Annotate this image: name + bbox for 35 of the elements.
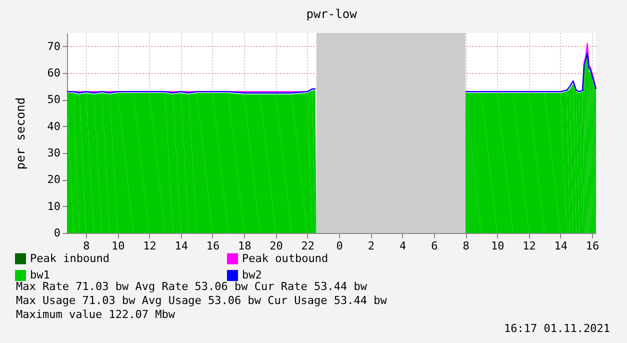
text: 16:17 01.11.2021: [504, 322, 610, 335]
y-tick-label: 20: [47, 173, 60, 186]
y-tick-label: 50: [47, 93, 60, 106]
x-tick-label: 18: [238, 240, 252, 252]
y-tick-label: 40: [47, 120, 60, 133]
x-tick-label: 2: [368, 240, 374, 252]
legend-label: bw1: [30, 268, 50, 282]
y-tick-label: 30: [47, 146, 60, 160]
chart-title: pwr-low: [306, 7, 358, 21]
y-tick-label: 0: [54, 226, 60, 240]
x-tick-label: 14: [554, 240, 568, 252]
y-axis-title: per second: [13, 97, 28, 170]
y-tick-label: 70: [47, 40, 60, 53]
x-tick-label: 14: [174, 240, 188, 252]
x-tick-label: 6: [431, 240, 438, 252]
text: Max Rate 71.03 bw Avg Rate 53.06 bw Cur Rate 53.44 bw: [16, 280, 368, 293]
x-tick-label: 0: [336, 240, 343, 252]
legend-label: Peak inbound: [30, 252, 110, 265]
x-tick-label: 12: [143, 240, 156, 252]
text: Maximum value 122.07 Mbw: [16, 308, 176, 321]
x-tick-label: 20: [270, 240, 283, 252]
x-tick-label: 8: [462, 240, 470, 252]
y-tick-label: 60: [47, 66, 60, 80]
x-tick-label: 10: [111, 240, 125, 252]
x-tick-label: 4: [399, 240, 406, 252]
x-tick-label: 22: [301, 240, 315, 252]
y-tick-label: 10: [47, 200, 60, 213]
x-tick-label: 16: [586, 240, 600, 252]
x-tick-label: 16: [206, 240, 220, 252]
x-tick-label: 8: [83, 240, 90, 252]
text: Max Usage 71.03 bw Avg Usage 53.06 bw Cur Usage 53.44 bw: [16, 294, 388, 307]
x-tick-label: 12: [522, 240, 536, 252]
x-tick-label: 10: [491, 240, 504, 252]
legend-label: Peak outbound: [242, 252, 328, 265]
legend-label: bw2: [242, 268, 262, 282]
